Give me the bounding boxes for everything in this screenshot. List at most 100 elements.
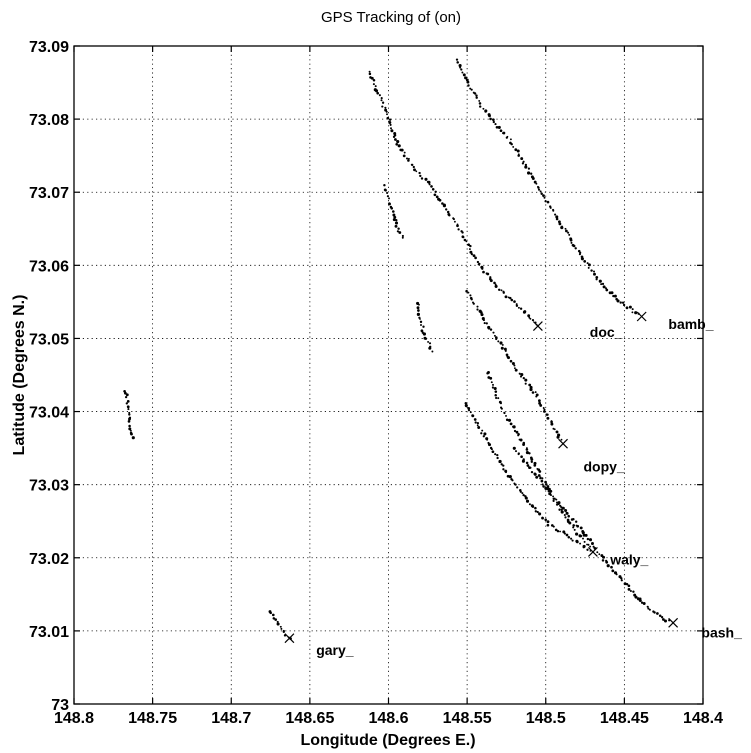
track-point [131,436,135,440]
y-tick-label: 73.08 [29,112,69,129]
track-point [571,539,574,542]
track-point [521,492,524,495]
track-point [469,244,472,248]
track-point [537,186,540,189]
track-point [525,448,529,451]
track-point [390,206,394,210]
track-point [570,537,573,540]
track-labels: doc_ bamb_ dopy_ waly_ bash_ gary_ [316,316,742,658]
track-point [509,296,512,300]
gps-track [512,446,679,628]
track-point [525,461,529,465]
x-axis-label: Longitude (Degrees E.) [300,732,475,749]
track-point [564,508,568,513]
track-point [653,611,656,614]
track-point [605,288,609,292]
track-point [489,376,493,380]
track-point [568,233,571,236]
track-point [388,202,391,206]
track-point [519,438,523,442]
track-point [595,278,598,281]
track-point [558,222,562,226]
track-point [539,190,542,193]
track-point [552,495,555,498]
track-point [634,311,638,315]
track-point [625,582,629,586]
track-end-marker [636,311,647,322]
track-point [428,346,432,350]
track-point [567,535,571,539]
track-point [588,538,593,542]
track-point [446,210,450,214]
track-point [522,443,526,446]
track-point [494,123,497,126]
track-point [489,117,492,121]
track-end-marker [668,617,679,628]
track-point [386,195,389,198]
track-point [602,555,606,559]
gps-track [368,70,543,331]
track-point [527,171,531,175]
track-point [374,85,377,88]
track-point [520,157,524,161]
track-point [392,135,396,139]
track-point [411,163,414,166]
track-point [470,88,473,91]
track-point [534,391,537,394]
track-point [646,605,649,608]
track-point [512,446,516,450]
track-point [476,308,479,311]
track-point [530,457,534,461]
track-point [660,616,664,619]
track-point [402,154,406,158]
track-point [515,368,518,372]
track-point [648,608,651,611]
track-point [397,144,401,148]
track-point [395,142,399,146]
track-point [464,402,468,405]
track-point [602,285,606,289]
track-point [527,167,531,170]
track-point [499,129,503,133]
track-point [520,373,524,377]
track-point [467,243,470,246]
track-point [572,518,575,521]
track-label: waly_ [609,551,648,567]
track-point [502,468,505,471]
track-point [386,113,388,116]
track-point [374,89,379,93]
gps-track [123,389,135,440]
track-point [552,499,555,503]
gps-track [465,289,568,449]
track-point [401,236,404,239]
track-point [412,165,415,169]
track-point [519,307,523,310]
track-point [405,157,409,160]
track-point [553,428,556,431]
track-point [513,300,516,303]
track-point [494,284,498,288]
track-point [494,390,498,393]
track-point [492,118,495,122]
gps-track [383,183,404,239]
track-point [560,438,563,441]
track-point [595,276,599,279]
track-point [647,607,650,610]
track-point [547,490,550,493]
track-point [388,197,390,200]
track-point [420,177,424,180]
track-point [269,611,272,615]
track-point [587,263,591,267]
track-point [507,356,510,360]
track-point [127,408,130,411]
track-point [461,231,464,234]
track-point [478,99,481,102]
track-point [467,84,470,87]
track-point [386,191,389,195]
track-point [500,463,503,466]
track-point [508,475,512,479]
track-point [511,361,515,366]
track-point [516,486,519,489]
track-point [470,253,473,256]
track-point [561,506,565,510]
